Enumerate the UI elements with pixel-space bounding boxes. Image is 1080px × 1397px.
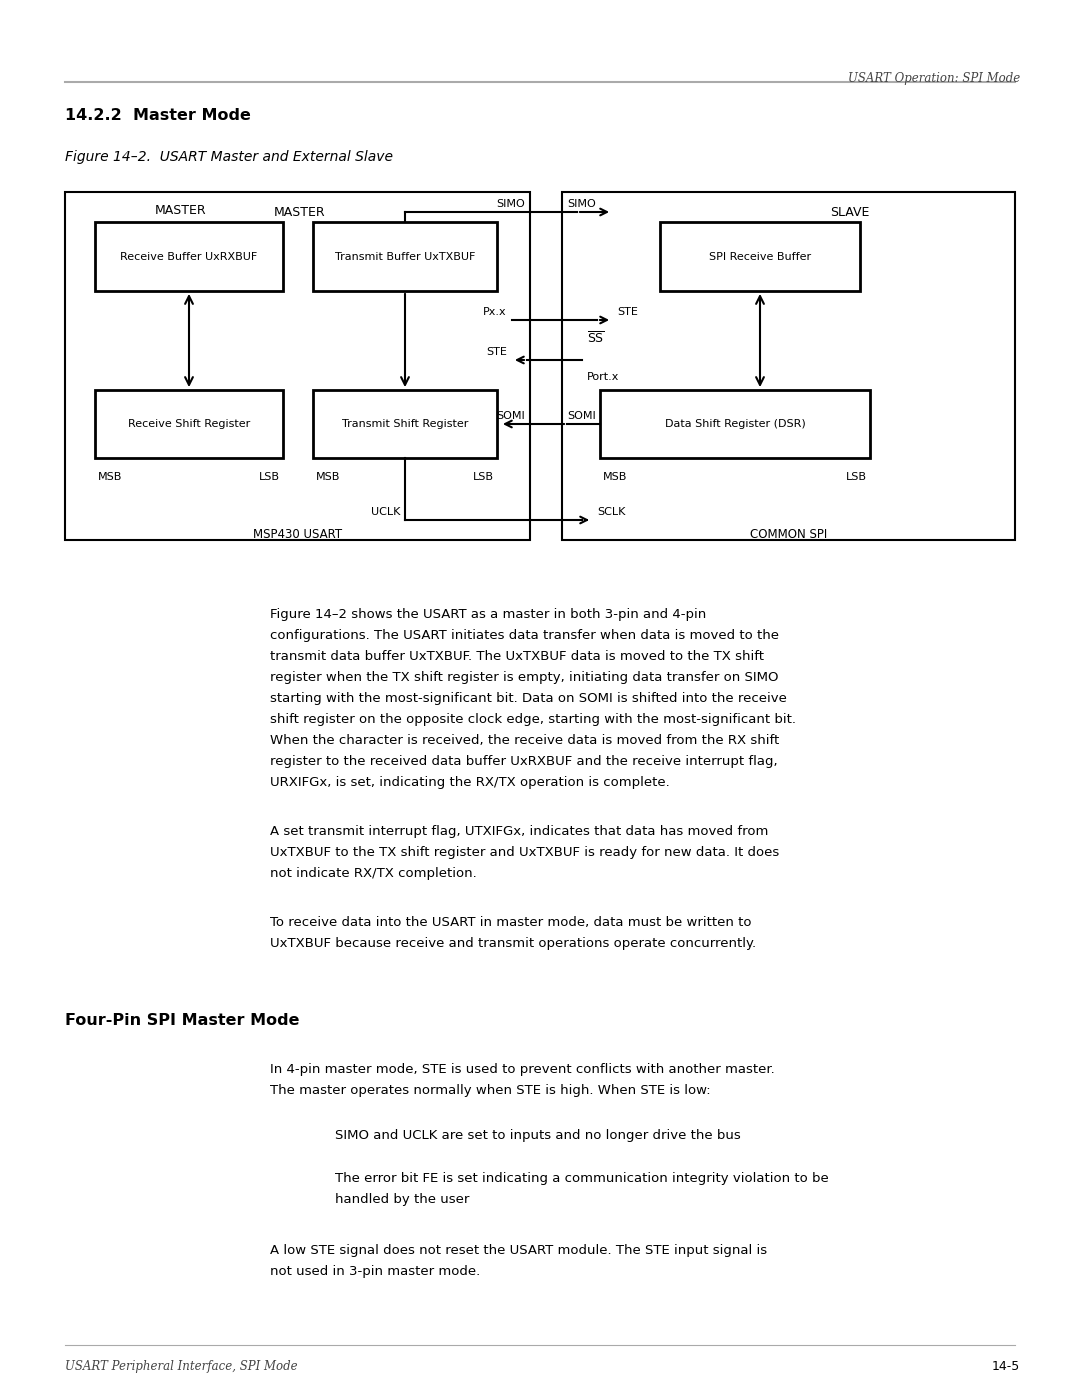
- Text: shift register on the opposite clock edge, starting with the most-significant bi: shift register on the opposite clock edg…: [270, 712, 796, 726]
- Text: Receive Buffer UxRXBUF: Receive Buffer UxRXBUF: [120, 251, 258, 261]
- Text: Receive Shift Register: Receive Shift Register: [127, 419, 251, 429]
- Text: MSP430 USART: MSP430 USART: [253, 528, 342, 541]
- Text: Figure 14–2.  USART Master and External Slave: Figure 14–2. USART Master and External S…: [65, 149, 393, 163]
- Text: MSB: MSB: [316, 472, 340, 482]
- Text: register when the TX shift register is empty, initiating data transfer on SIMO: register when the TX shift register is e…: [270, 671, 779, 685]
- Text: When the character is received, the receive data is moved from the RX shift: When the character is received, the rece…: [270, 733, 780, 747]
- Text: A set transmit interrupt flag, UTXIFGx, indicates that data has moved from: A set transmit interrupt flag, UTXIFGx, …: [270, 826, 768, 838]
- Text: A low STE signal does not reset the USART module. The STE input signal is: A low STE signal does not reset the USAR…: [270, 1243, 767, 1257]
- Text: STE: STE: [617, 307, 638, 317]
- Text: 14.2.2  Master Mode: 14.2.2 Master Mode: [65, 108, 251, 123]
- Text: STE: STE: [486, 346, 507, 358]
- Bar: [95, 222, 283, 291]
- Text: UCLK: UCLK: [370, 507, 400, 517]
- Text: SIMO and UCLK are set to inputs and no longer drive the bus: SIMO and UCLK are set to inputs and no l…: [335, 1129, 741, 1141]
- Text: not indicate RX/TX completion.: not indicate RX/TX completion.: [270, 868, 476, 880]
- Text: MSB: MSB: [603, 472, 627, 482]
- Text: SCLK: SCLK: [597, 507, 625, 517]
- Text: SIMO: SIMO: [496, 198, 525, 210]
- Text: transmit data buffer UxTXBUF. The UxTXBUF data is moved to the TX shift: transmit data buffer UxTXBUF. The UxTXBU…: [270, 650, 764, 664]
- Text: SOMI: SOMI: [567, 411, 596, 420]
- Text: not used in 3-pin master mode.: not used in 3-pin master mode.: [270, 1266, 481, 1278]
- Bar: [600, 390, 870, 458]
- Text: USART Operation: SPI Mode: USART Operation: SPI Mode: [848, 73, 1020, 85]
- Text: MSB: MSB: [98, 472, 122, 482]
- Text: 14-5: 14-5: [991, 1361, 1020, 1373]
- Text: starting with the most-significant bit. Data on SOMI is shifted into the receive: starting with the most-significant bit. …: [270, 692, 787, 705]
- Bar: [660, 222, 860, 291]
- Bar: [313, 390, 497, 458]
- Text: MASTER: MASTER: [274, 205, 326, 219]
- Text: SLAVE: SLAVE: [831, 205, 869, 219]
- Text: COMMON SPI: COMMON SPI: [750, 528, 827, 541]
- Text: Data Shift Register (DSR): Data Shift Register (DSR): [664, 419, 806, 429]
- Text: handled by the user: handled by the user: [335, 1193, 470, 1206]
- Text: LSB: LSB: [259, 472, 280, 482]
- Text: SOMI: SOMI: [496, 411, 525, 420]
- Text: Px.x: Px.x: [484, 307, 507, 317]
- Text: The error bit FE is set indicating a communication integrity violation to be: The error bit FE is set indicating a com…: [335, 1172, 828, 1185]
- Bar: [65, 191, 530, 541]
- Text: Transmit Buffer UxTXBUF: Transmit Buffer UxTXBUF: [335, 251, 475, 261]
- Text: $\overline{\rm SS}$: $\overline{\rm SS}$: [588, 331, 605, 346]
- Text: Port.x: Port.x: [588, 372, 619, 381]
- Text: Four-Pin SPI Master Mode: Four-Pin SPI Master Mode: [65, 1013, 299, 1028]
- Text: configurations. The USART initiates data transfer when data is moved to the: configurations. The USART initiates data…: [270, 629, 779, 643]
- Text: UxTXBUF to the TX shift register and UxTXBUF is ready for new data. It does: UxTXBUF to the TX shift register and UxT…: [270, 847, 780, 859]
- Text: LSB: LSB: [473, 472, 494, 482]
- Text: SIMO: SIMO: [567, 198, 596, 210]
- Text: The master operates normally when STE is high. When STE is low:: The master operates normally when STE is…: [270, 1084, 711, 1097]
- Text: SPI Receive Buffer: SPI Receive Buffer: [708, 251, 811, 261]
- Text: To receive data into the USART in master mode, data must be written to: To receive data into the USART in master…: [270, 916, 752, 929]
- Text: MASTER: MASTER: [154, 204, 206, 217]
- Bar: [95, 390, 283, 458]
- Bar: [313, 222, 497, 291]
- Bar: [562, 191, 1015, 541]
- Text: LSB: LSB: [846, 472, 867, 482]
- Text: UxTXBUF because receive and transmit operations operate concurrently.: UxTXBUF because receive and transmit ope…: [270, 937, 756, 950]
- Text: URXIFGx, is set, indicating the RX/TX operation is complete.: URXIFGx, is set, indicating the RX/TX op…: [270, 775, 670, 789]
- Text: register to the received data buffer UxRXBUF and the receive interrupt flag,: register to the received data buffer UxR…: [270, 754, 778, 768]
- Text: Figure 14–2 shows the USART as a master in both 3-pin and 4-pin: Figure 14–2 shows the USART as a master …: [270, 608, 706, 622]
- Text: Transmit Shift Register: Transmit Shift Register: [341, 419, 469, 429]
- Text: In 4-pin master mode, STE is used to prevent conflicts with another master.: In 4-pin master mode, STE is used to pre…: [270, 1063, 774, 1076]
- Text: USART Peripheral Interface, SPI Mode: USART Peripheral Interface, SPI Mode: [65, 1361, 298, 1373]
